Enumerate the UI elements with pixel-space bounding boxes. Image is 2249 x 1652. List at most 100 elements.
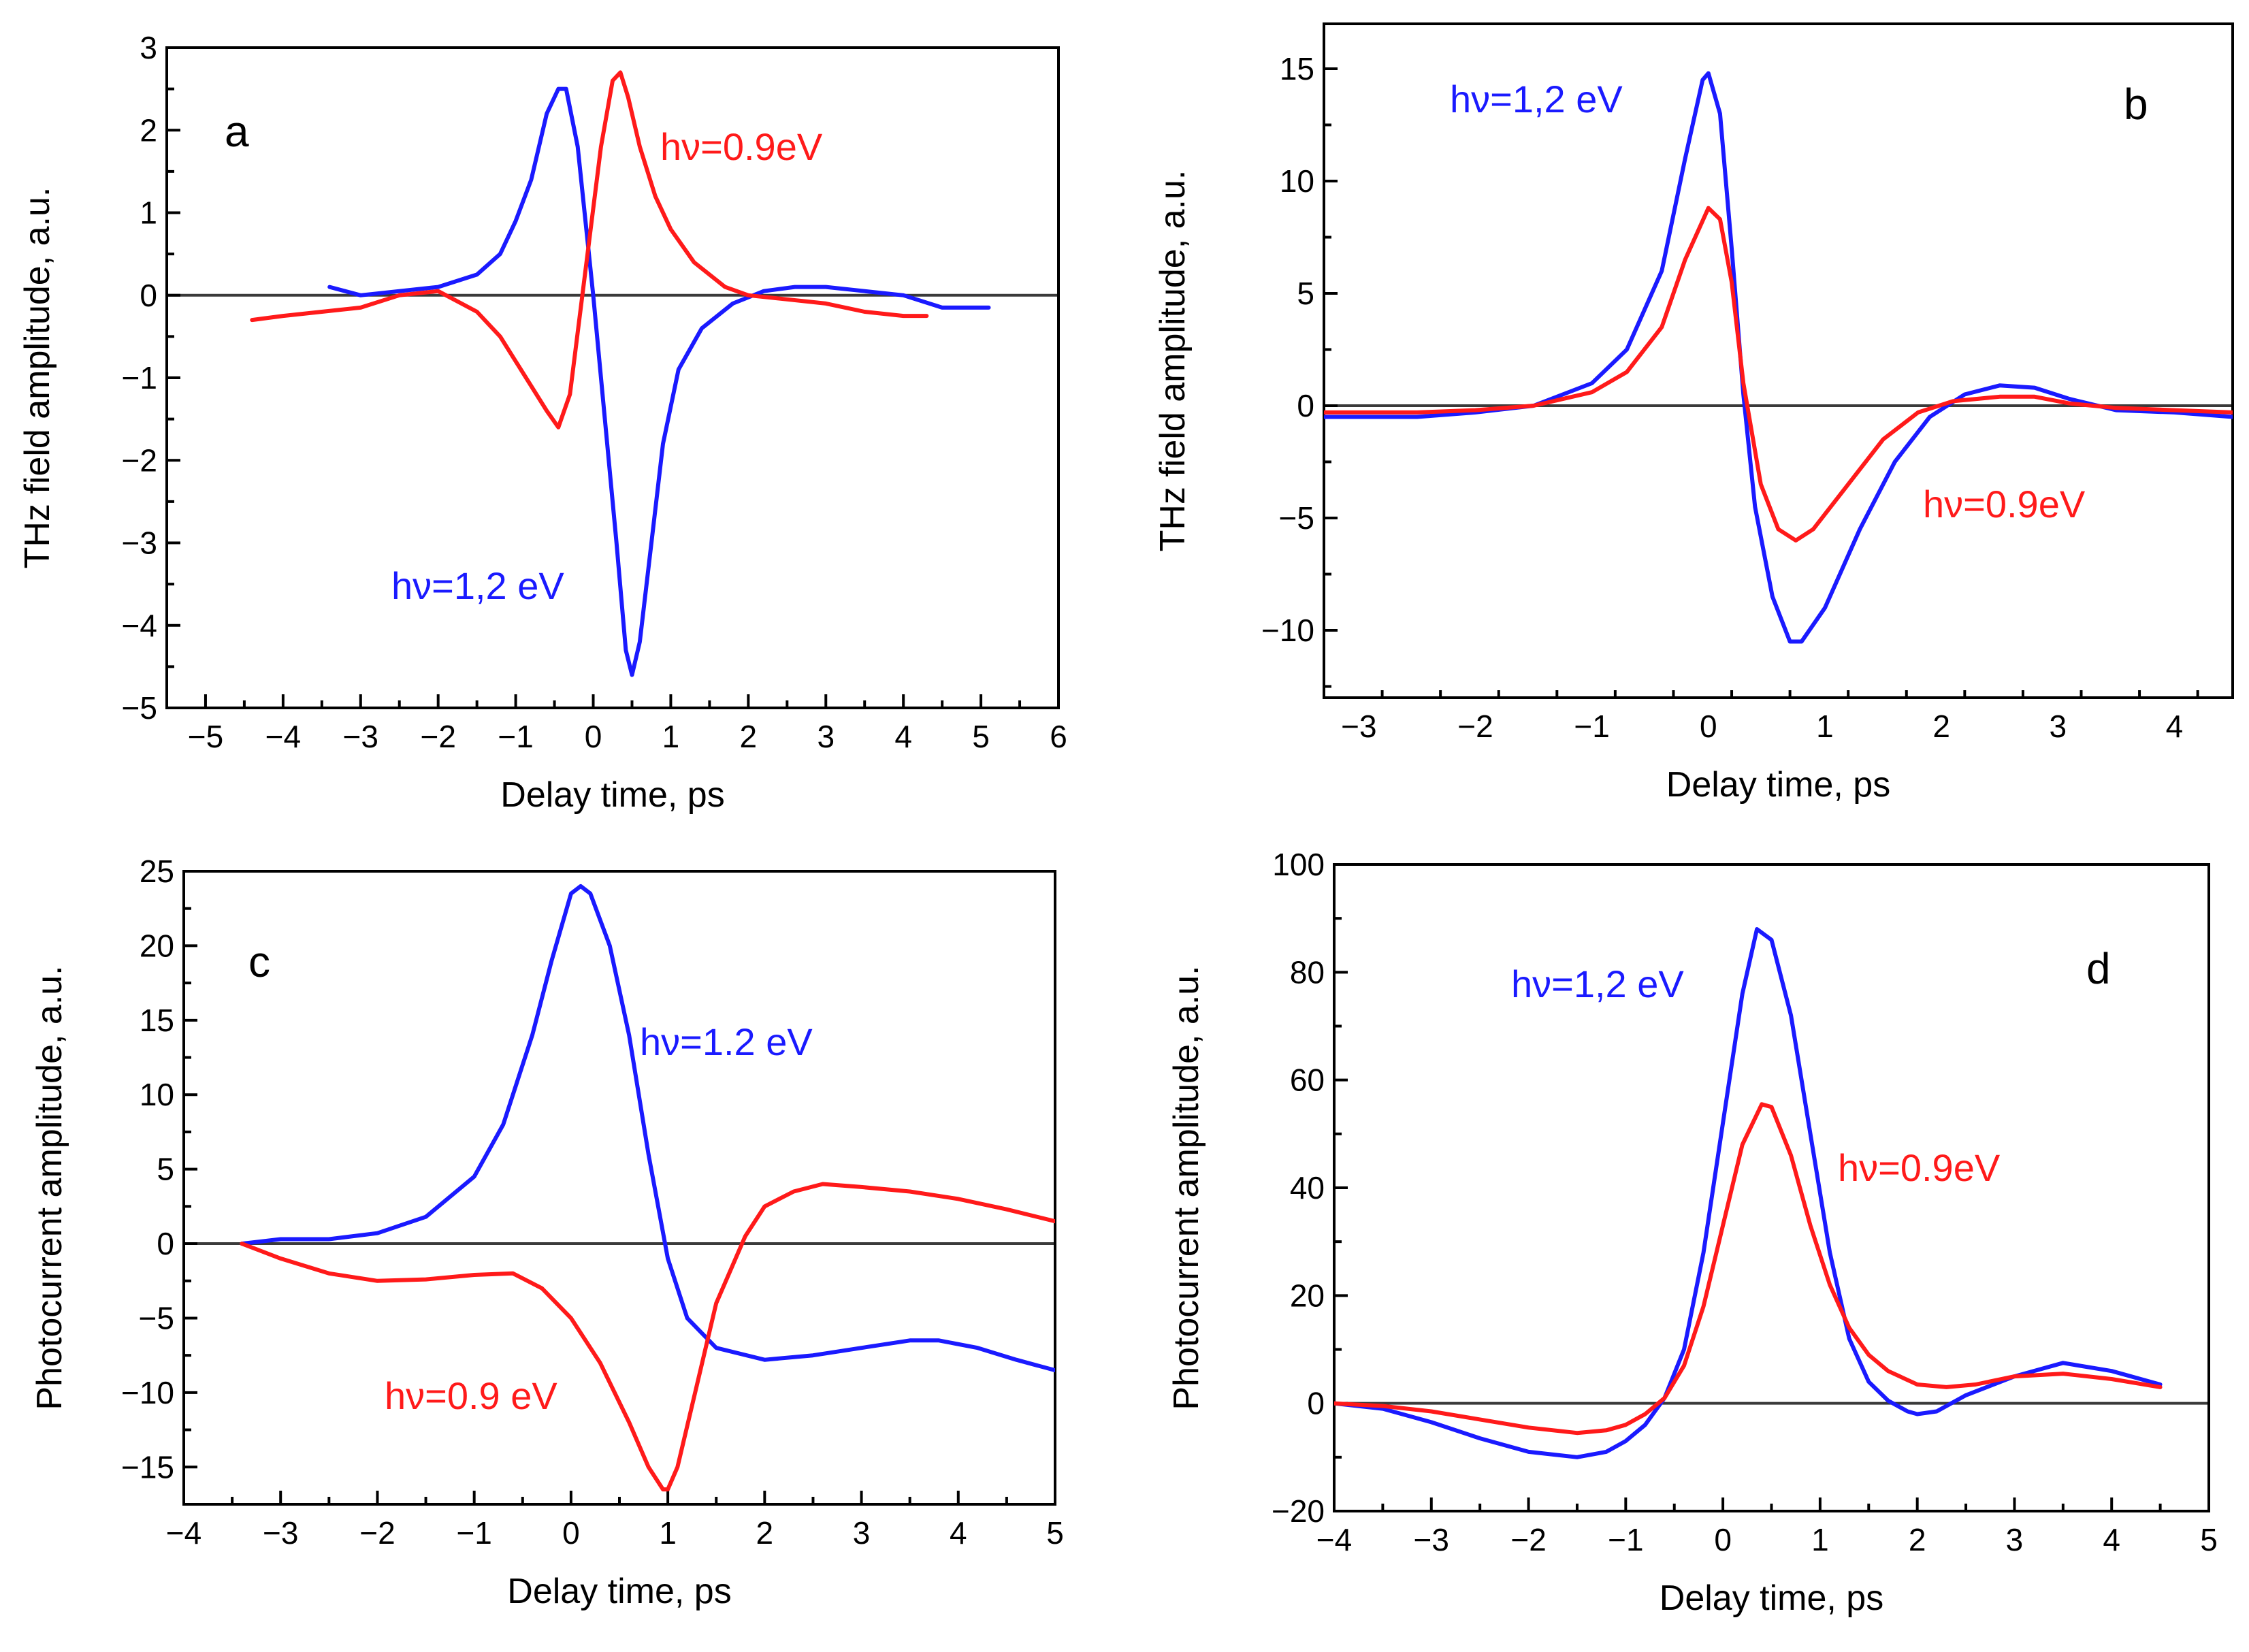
x-tick-label: −1 <box>498 719 533 754</box>
x-tick-label: 0 <box>1714 1522 1732 1557</box>
panel-letter: b <box>2124 80 2148 129</box>
x-axis-label: Delay time, ps <box>1666 765 1890 805</box>
x-tick-label: 5 <box>1046 1515 1064 1551</box>
y-tick-label: 2 <box>140 112 157 148</box>
y-tick-label: 60 <box>1290 1063 1325 1098</box>
y-tick-label: −10 <box>121 1375 174 1410</box>
x-tick-label: −3 <box>263 1515 298 1551</box>
series-annotation: hν=0.9 eV <box>385 1374 557 1417</box>
y-axis-label: Photocurrent amplitude, a.u. <box>30 965 69 1410</box>
y-tick-label: 25 <box>140 854 174 889</box>
x-tick-label: −2 <box>359 1515 395 1551</box>
x-tick-label: 5 <box>2200 1522 2218 1557</box>
y-tick-label: −1 <box>122 360 157 395</box>
x-tick-label: −4 <box>166 1515 201 1551</box>
x-tick-label: 1 <box>659 1515 677 1551</box>
y-tick-label: −20 <box>1272 1493 1325 1529</box>
y-tick-label: 20 <box>1290 1278 1325 1313</box>
y-tick-label: 10 <box>140 1077 174 1112</box>
x-tick-label: −1 <box>1574 709 1609 744</box>
y-tick-label: −5 <box>122 690 157 726</box>
y-tick-label: −10 <box>1261 613 1314 648</box>
panel-letter: d <box>2086 944 2111 993</box>
x-tick-label: 1 <box>1811 1522 1829 1557</box>
plot-frame <box>1323 22 2234 699</box>
panel-d: −4 −3 −2 −1 0 1 2 3 4 5 −20 0 20 40 60 80 100 Delay time,… <box>1167 847 2218 1618</box>
x-axis-label: Delay time, ps <box>500 775 724 815</box>
x-tick-label: −3 <box>1414 1522 1449 1557</box>
x-axis-label: Delay time, ps <box>507 1572 731 1611</box>
x-tick-label: 2 <box>1932 709 1950 744</box>
x-tick-label: 6 <box>1050 719 1067 754</box>
x-tick-label: −3 <box>1341 709 1376 744</box>
series-annotation: hν=0.9eV <box>660 125 823 168</box>
y-tick-label: 3 <box>140 30 157 65</box>
y-axis-label: THz field amplitude, a.u. <box>18 187 57 569</box>
series-line-red <box>1334 1102 2163 1436</box>
x-tick-label: −4 <box>265 719 301 754</box>
y-tick-label: 100 <box>1272 847 1325 882</box>
x-tick-label: 3 <box>817 719 835 754</box>
y-tick-label: −5 <box>139 1300 174 1335</box>
x-tick-label: 4 <box>2166 709 2184 744</box>
x-tick-label: −5 <box>188 719 223 754</box>
y-tick-label: 1 <box>140 195 157 231</box>
x-tick-label: −2 <box>420 719 455 754</box>
x-tick-label: 4 <box>894 719 912 754</box>
y-axis-label: THz field amplitude, a.u. <box>1153 170 1193 552</box>
x-tick-label: −1 <box>456 1515 491 1551</box>
x-tick-label: 2 <box>1909 1522 1926 1557</box>
x-tick-label: 0 <box>1700 709 1717 744</box>
series-line-red <box>250 70 929 430</box>
series-annotation: hν=0.9eV <box>1923 483 2086 525</box>
y-tick-label: 5 <box>157 1152 174 1187</box>
x-tick-label: 2 <box>756 1515 774 1551</box>
series-annotation: hν=0.9eV <box>1838 1146 2001 1189</box>
y-tick-label: −15 <box>121 1449 174 1485</box>
series-line-blue <box>327 86 991 677</box>
y-tick-label: −4 <box>122 608 157 643</box>
series-annotation: hν=1,2 eV <box>1450 78 1623 120</box>
series-line-blue <box>240 884 1055 1373</box>
plot-frame <box>1333 863 2210 1512</box>
x-tick-label: −3 <box>343 719 378 754</box>
y-tick-label: −2 <box>122 442 157 478</box>
y-tick-label: 40 <box>1290 1170 1325 1205</box>
panel-a: −5 −4 −3 −2 −1 0 1 2 3 4 5 6 −5 −4 −3 −2 −1 0 1 2 3 Delay tim… <box>18 30 1067 815</box>
series-annotation: hν=1.2 eV <box>640 1020 813 1063</box>
y-tick-label: 0 <box>140 278 157 313</box>
y-tick-label: 0 <box>1297 388 1314 423</box>
y-tick-label: 0 <box>1307 1386 1325 1421</box>
x-tick-label: 3 <box>2006 1522 2024 1557</box>
y-tick-label: 15 <box>1280 51 1314 86</box>
y-tick-label: 80 <box>1290 954 1325 990</box>
x-tick-label: 0 <box>562 1515 580 1551</box>
y-tick-label: 5 <box>1297 276 1314 311</box>
x-tick-label: −2 <box>1510 1522 1546 1557</box>
series-annotation: hν=1,2 eV <box>1511 962 1684 1005</box>
x-tick-label: 1 <box>1816 709 1834 744</box>
x-tick-label: 5 <box>972 719 990 754</box>
plot-frame <box>165 46 1060 709</box>
panel-letter: c <box>248 937 270 986</box>
x-tick-label: 4 <box>2103 1522 2120 1557</box>
series-line-red <box>240 1182 1055 1492</box>
series-annotation: hν=1,2 eV <box>391 564 564 607</box>
series-line-blue <box>1334 927 2163 1459</box>
x-tick-label: −1 <box>1608 1522 1643 1557</box>
series-line-blue <box>1324 71 2233 644</box>
plot-frame <box>182 870 1056 1506</box>
y-axis-label: Photocurrent amplitude, a.u. <box>1167 965 1206 1410</box>
y-tick-label: −5 <box>1279 500 1314 536</box>
x-tick-label: 2 <box>740 719 758 754</box>
y-tick-label: 0 <box>157 1226 174 1261</box>
x-tick-label: 3 <box>853 1515 871 1551</box>
x-tick-label: 1 <box>662 719 680 754</box>
y-tick-label: 10 <box>1280 163 1314 199</box>
x-axis-label: Delay time, ps <box>1660 1578 1883 1618</box>
x-tick-label: −2 <box>1457 709 1493 744</box>
x-tick-label: 0 <box>585 719 602 754</box>
